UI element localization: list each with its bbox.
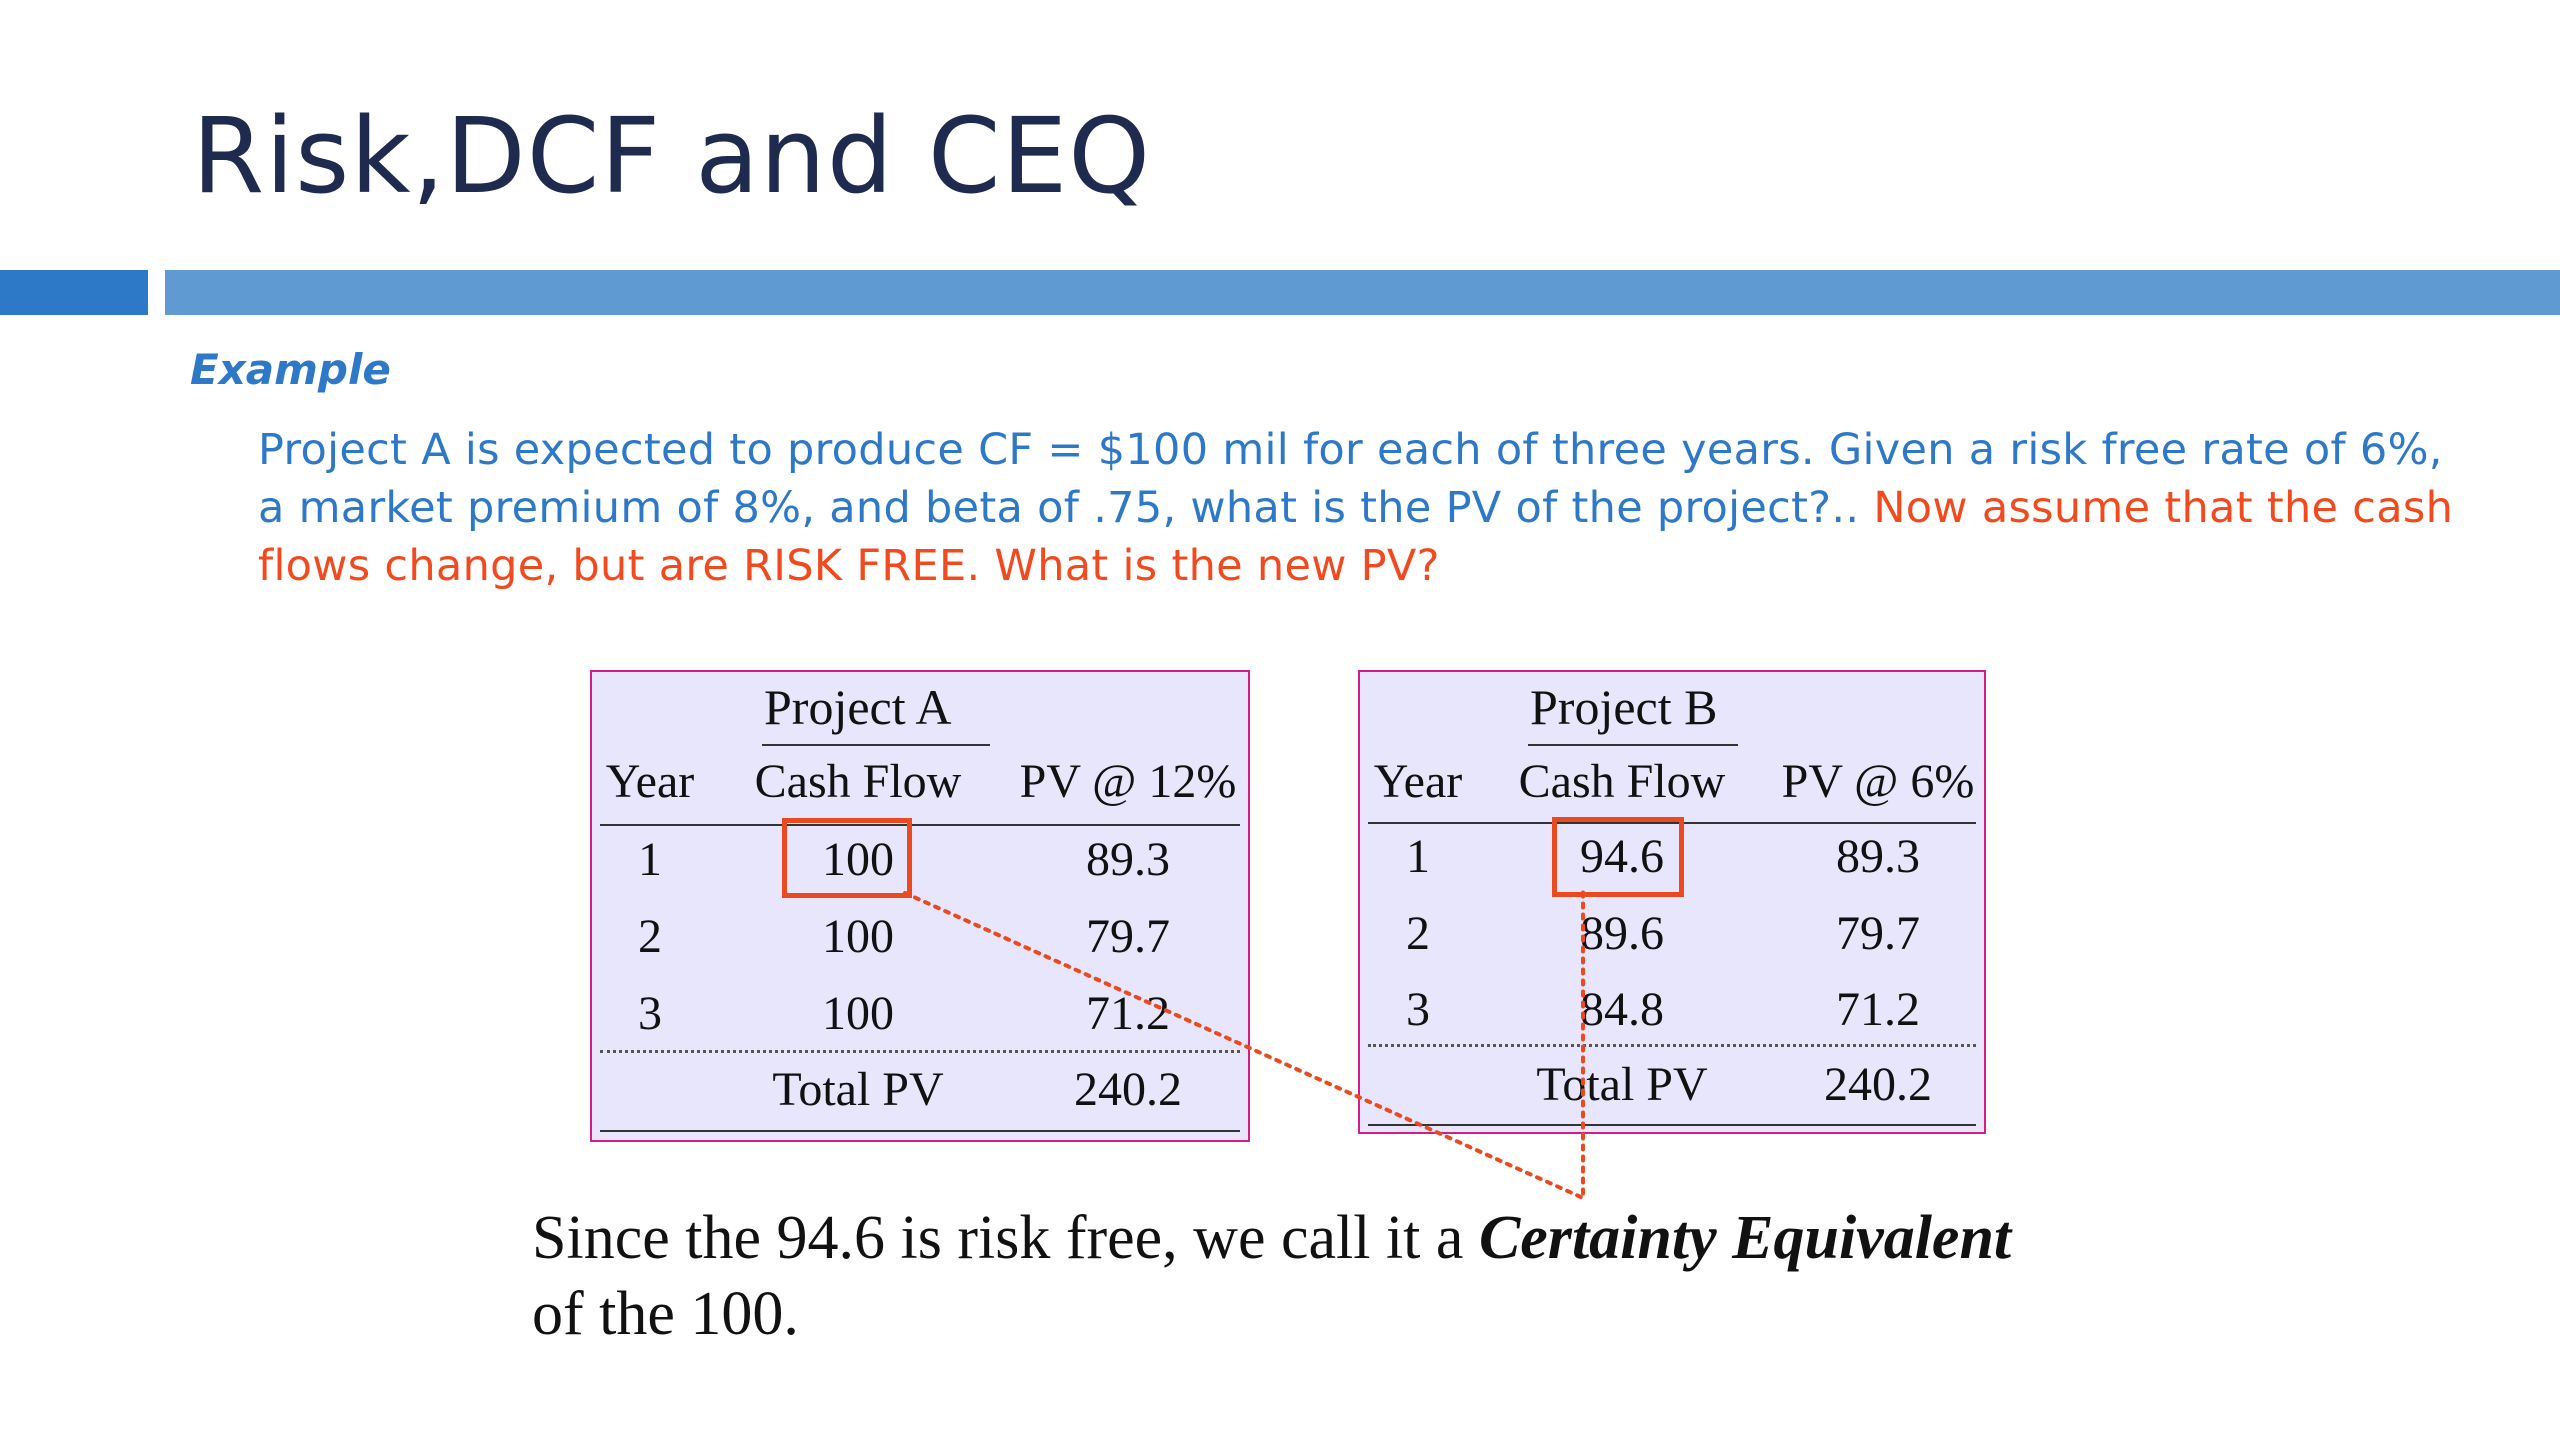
row-2-pv: 79.7 [1086, 910, 1170, 963]
total-pv-label: Total PV [772, 1063, 944, 1116]
caption-text-1: Since the 94.6 is risk free, we call it … [532, 1204, 1479, 1272]
row-3-cash-flow: 84.8 [1580, 983, 1664, 1036]
header-rule [1368, 822, 1976, 824]
header-accent-bar [165, 270, 2560, 315]
row-2-cash-flow: 89.6 [1580, 907, 1664, 960]
highlight-box-100 [782, 818, 912, 898]
header-year: Year [605, 755, 695, 808]
row-2-cash-flow: 100 [822, 910, 894, 963]
caption: Since the 94.6 is risk free, we call it … [532, 1200, 2132, 1352]
example-label: Example [190, 345, 391, 394]
total-pv-label: Total PV [1536, 1058, 1708, 1111]
row-2-pv: 79.7 [1836, 907, 1920, 960]
row-3-pv: 71.2 [1836, 983, 1920, 1036]
caption-text-2: of the 100. [532, 1280, 799, 1348]
header-pv: PV @ 12% [1019, 755, 1237, 808]
row-1-year: 1 [1406, 830, 1430, 883]
problem-line-2: a market premium of 8%, and beta of .75,… [258, 479, 2458, 537]
slide-title: Risk,DCF and CEQ [192, 95, 1152, 217]
project-b-table: Project B Year Cash Flow PV @ 6% 1 94.6 … [1358, 670, 1986, 1134]
row-1-cash-flow: 94.6 [1580, 830, 1664, 883]
bottom-rule [600, 1130, 1240, 1132]
row-2-year: 2 [1406, 907, 1430, 960]
header-cash-flow: Cash Flow [754, 755, 962, 808]
bottom-rule [1368, 1124, 1976, 1126]
header-rule [600, 824, 1240, 826]
project-a-title: Project A [764, 679, 952, 735]
title-rule [1528, 744, 1738, 746]
total-separator [1368, 1044, 1976, 1047]
header-accent-bar-left [0, 270, 148, 315]
header-cash-flow: Cash Flow [1518, 755, 1726, 808]
row-3-year: 3 [638, 987, 662, 1040]
header-pv: PV @ 6% [1781, 755, 1975, 808]
title-rule [762, 744, 990, 746]
row-2-year: 2 [638, 910, 662, 963]
project-b-title: Project B [1530, 679, 1718, 735]
row-3-pv: 71.2 [1086, 987, 1170, 1040]
project-a-table: Project A Year Cash Flow PV @ 12% 1 100 … [590, 670, 1250, 1142]
total-pv-value: 240.2 [1074, 1063, 1182, 1116]
row-3-cash-flow: 100 [822, 987, 894, 1040]
row-3-year: 3 [1406, 983, 1430, 1036]
row-1-year: 1 [638, 833, 662, 886]
problem-line-3: flows change, but are RISK FREE. What is… [258, 541, 1440, 591]
highlight-box-94-6 [1552, 817, 1684, 897]
problem-line-2-red: Now assume that the cash [1873, 483, 2454, 533]
header-year: Year [1373, 755, 1463, 808]
total-pv-value: 240.2 [1824, 1058, 1932, 1111]
total-separator [600, 1050, 1240, 1053]
problem-line-2-blue: a market premium of 8%, and beta of .75,… [258, 483, 1874, 533]
problem-line-1: Project A is expected to produce CF = $1… [258, 425, 2443, 475]
problem-statement: Project A is expected to produce CF = $1… [258, 421, 2458, 595]
row-1-pv: 89.3 [1836, 830, 1920, 883]
row-1-pv: 89.3 [1086, 833, 1170, 886]
caption-emphasis: Certainty Equivalent [1478, 1204, 2012, 1272]
row-1-cash-flow: 100 [822, 833, 894, 886]
